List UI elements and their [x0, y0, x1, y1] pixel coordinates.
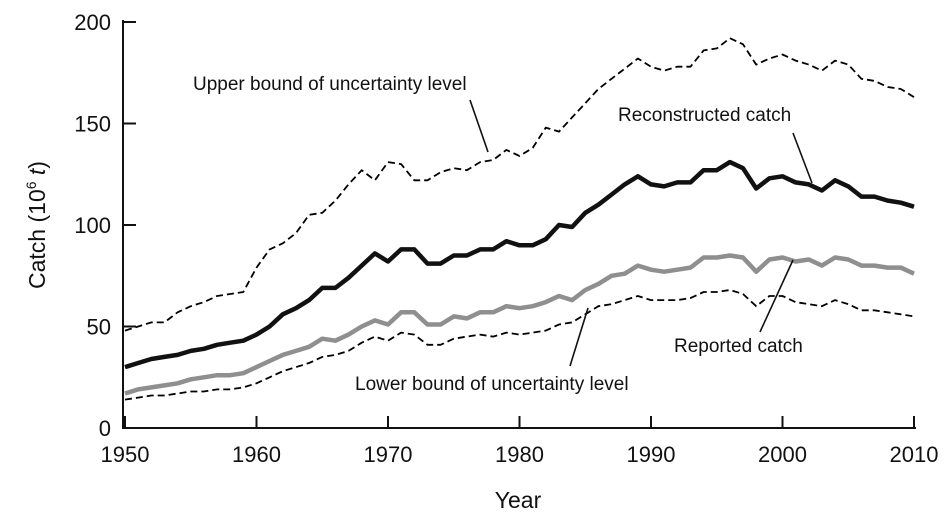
annotation-reconstructed: Reconstructed catch: [618, 105, 813, 184]
leader-line-reported: [759, 259, 794, 333]
series-line-reconstructed-catch: [124, 159, 915, 370]
leader-line-reconstructed: [792, 132, 813, 184]
annotation-lower-bound: Lower bound of uncertainty level: [355, 307, 629, 395]
x-tick-label: 2010: [890, 442, 939, 467]
y-tick-label: 200: [74, 10, 111, 35]
leader-line-lower: [569, 307, 589, 367]
series-line-reported-catch: [124, 253, 915, 396]
annotation-reported: Reported catch: [674, 259, 803, 357]
x-tick-label: 1960: [232, 442, 281, 467]
y-tick-label: 0: [99, 416, 111, 441]
y-tick-label: 100: [74, 213, 111, 238]
annotation-reconstructed-label: Reconstructed catch: [618, 105, 791, 126]
x-tick-label: 2000: [758, 442, 807, 467]
annotation-reported-label: Reported catch: [674, 336, 803, 357]
leader-line-upper: [469, 99, 489, 153]
x-tick-label: 1990: [627, 442, 676, 467]
y-tick-label: 150: [74, 112, 111, 137]
x-axis-label: Year: [495, 487, 542, 513]
y-tick-label: 50: [87, 315, 111, 340]
annotation-upper-bound: Upper bound of uncertainty level: [193, 74, 489, 153]
series-line-lower-bound-of-uncertainty-level: [124, 289, 915, 401]
x-tick-label: 1970: [364, 442, 413, 467]
x-tick-label: 1980: [495, 442, 544, 467]
series-line-upper-bound-of-uncertainty-level: [124, 37, 915, 332]
x-tick-label: 1950: [101, 442, 150, 467]
annotation-upper-bound-label: Upper bound of uncertainty level: [193, 74, 467, 95]
annotation-lower-bound-label: Lower bound of uncertainty level: [355, 374, 629, 395]
y-axis-label: Catch (106 t): [23, 161, 50, 289]
